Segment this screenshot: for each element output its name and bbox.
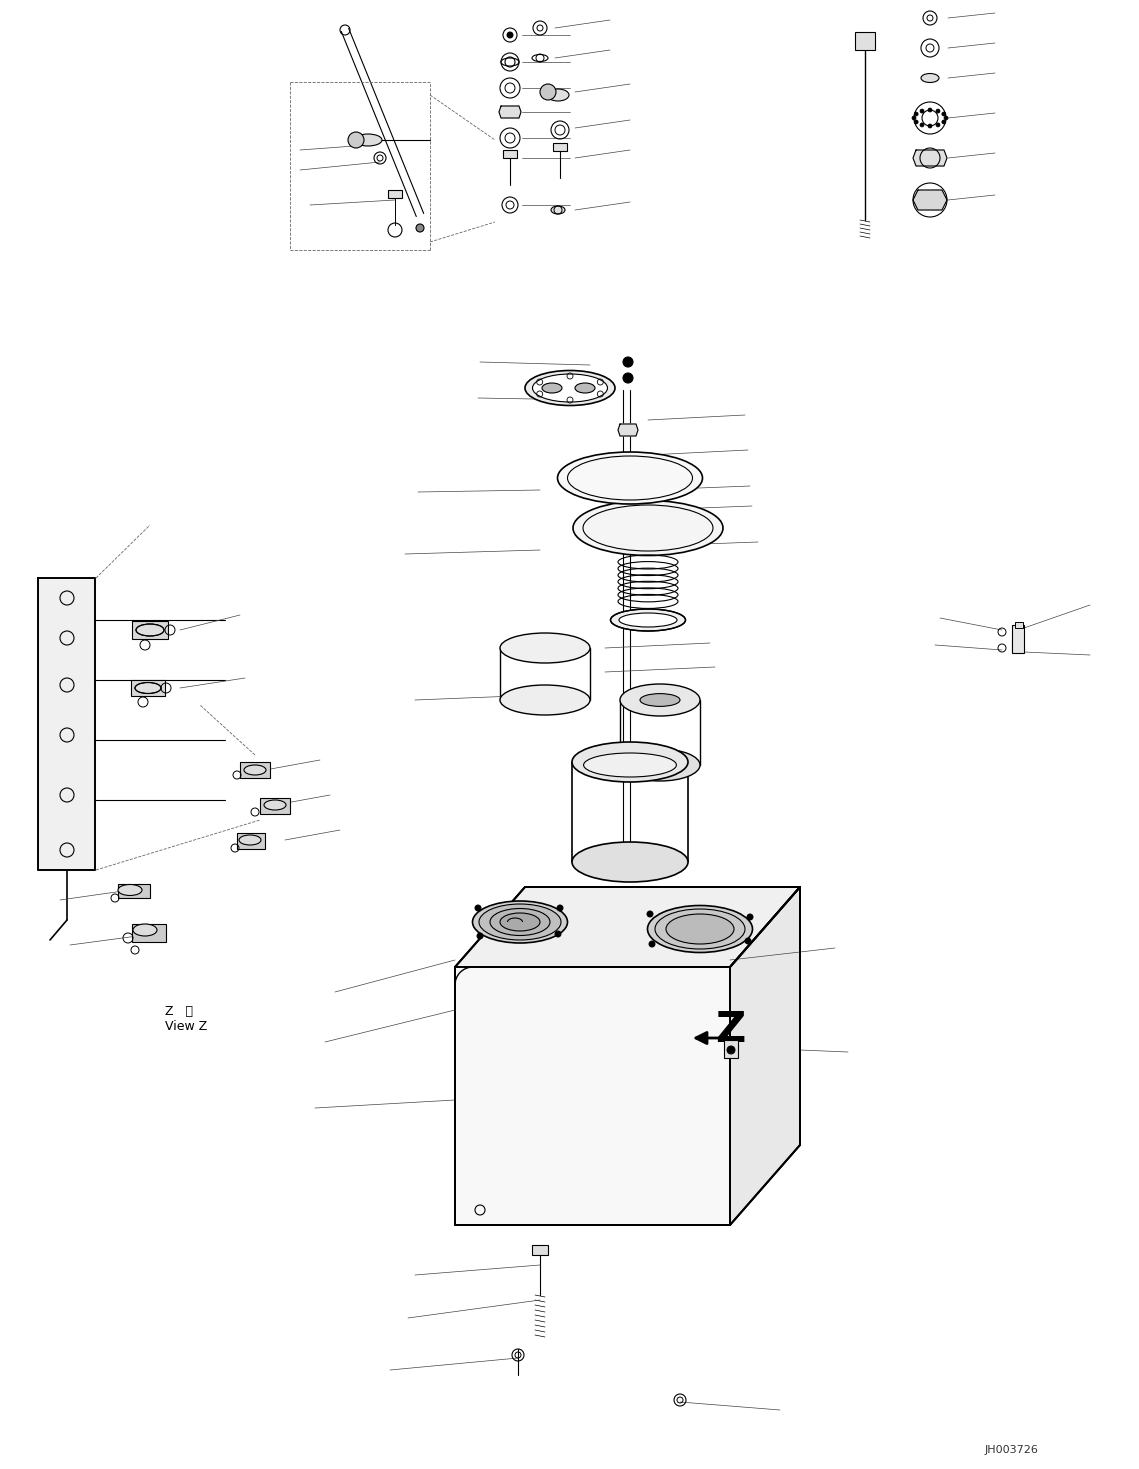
Ellipse shape <box>533 375 607 403</box>
Bar <box>118 884 150 898</box>
Bar <box>1011 624 1024 654</box>
Ellipse shape <box>239 834 261 845</box>
Circle shape <box>915 120 918 123</box>
Bar <box>1015 621 1023 629</box>
Polygon shape <box>913 190 947 210</box>
Circle shape <box>936 123 940 126</box>
Circle shape <box>475 905 481 911</box>
Polygon shape <box>913 150 947 166</box>
Ellipse shape <box>647 905 753 952</box>
Circle shape <box>416 223 424 232</box>
Text: JH003726: JH003726 <box>985 1445 1039 1454</box>
Circle shape <box>555 931 562 937</box>
Ellipse shape <box>136 683 161 693</box>
Circle shape <box>915 112 918 116</box>
Ellipse shape <box>640 693 680 707</box>
Polygon shape <box>38 577 95 870</box>
Ellipse shape <box>244 765 267 776</box>
Circle shape <box>557 905 563 911</box>
Circle shape <box>944 116 948 120</box>
Bar <box>240 762 270 779</box>
Circle shape <box>649 942 655 948</box>
Circle shape <box>727 1046 735 1053</box>
Circle shape <box>623 373 633 383</box>
Text: Z: Z <box>715 1009 745 1050</box>
Ellipse shape <box>136 624 164 636</box>
Ellipse shape <box>354 134 382 145</box>
Ellipse shape <box>611 610 686 632</box>
Circle shape <box>928 109 932 112</box>
Ellipse shape <box>655 909 745 949</box>
Ellipse shape <box>264 801 286 809</box>
Circle shape <box>540 84 556 100</box>
Ellipse shape <box>473 900 567 943</box>
Ellipse shape <box>500 914 540 931</box>
Circle shape <box>912 116 916 120</box>
Bar <box>503 150 517 159</box>
Bar <box>724 1040 738 1058</box>
Ellipse shape <box>572 742 688 782</box>
Bar <box>132 621 167 639</box>
Circle shape <box>936 109 940 113</box>
Ellipse shape <box>583 754 677 777</box>
Bar <box>132 924 166 942</box>
Bar <box>131 680 165 696</box>
Ellipse shape <box>133 924 157 936</box>
Circle shape <box>507 32 513 38</box>
Ellipse shape <box>500 685 590 715</box>
Bar <box>237 833 265 849</box>
Circle shape <box>928 123 932 128</box>
Circle shape <box>747 914 753 920</box>
Polygon shape <box>454 887 800 967</box>
Polygon shape <box>618 425 638 436</box>
Circle shape <box>647 911 653 917</box>
Circle shape <box>920 109 924 113</box>
Ellipse shape <box>575 383 595 394</box>
Ellipse shape <box>666 914 734 945</box>
Ellipse shape <box>618 613 677 627</box>
Circle shape <box>477 933 483 939</box>
Ellipse shape <box>500 633 590 663</box>
Circle shape <box>942 120 945 123</box>
Circle shape <box>942 112 945 116</box>
Ellipse shape <box>620 685 700 715</box>
Polygon shape <box>454 967 730 1225</box>
Text: Z   視
View Z: Z 視 View Z <box>165 1005 207 1033</box>
Ellipse shape <box>490 908 550 936</box>
Ellipse shape <box>557 452 703 504</box>
Bar <box>388 190 402 198</box>
Ellipse shape <box>480 903 562 940</box>
Circle shape <box>623 357 633 367</box>
Bar <box>855 32 875 50</box>
Ellipse shape <box>921 73 939 82</box>
Ellipse shape <box>547 90 570 101</box>
Polygon shape <box>499 106 521 118</box>
Ellipse shape <box>620 749 700 782</box>
Ellipse shape <box>118 884 142 896</box>
Circle shape <box>920 123 924 126</box>
Ellipse shape <box>572 842 688 881</box>
Circle shape <box>349 132 364 148</box>
Circle shape <box>745 939 751 945</box>
Ellipse shape <box>525 370 615 405</box>
Polygon shape <box>730 887 800 1225</box>
Ellipse shape <box>573 501 723 555</box>
Ellipse shape <box>551 206 565 214</box>
Bar <box>554 142 567 151</box>
Ellipse shape <box>542 383 562 394</box>
Bar <box>532 1246 548 1255</box>
Bar <box>260 798 290 814</box>
